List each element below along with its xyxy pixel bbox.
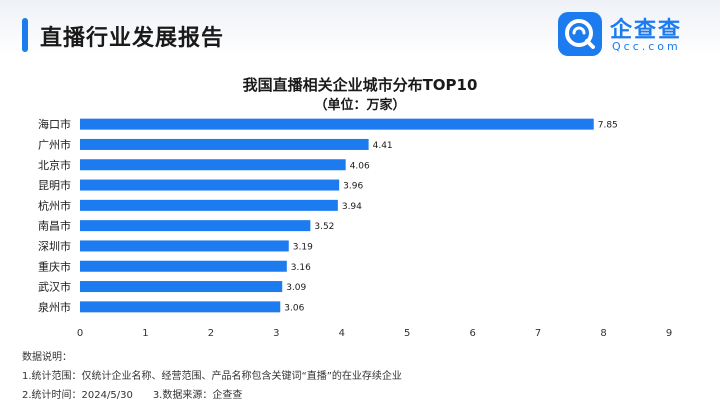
page-title: 直播行业发展报告 [40,26,225,51]
data-label: 3.19 [293,242,313,252]
data-label: 3.16 [291,263,311,273]
x-tick-label: 2 [208,328,214,339]
x-tick-label: 5 [404,328,410,339]
category-label: 昆明市 [38,178,71,192]
chart-title: 我国直播相关企业城市分布TOP10 [242,76,478,94]
data-label: 7.85 [598,121,618,131]
category-label: 泉州市 [38,300,71,314]
x-tick-label: 1 [142,328,148,339]
notes-line-2: 2.统计时间：2024/5/30 3.数据来源：企查查 [22,390,243,401]
bar [80,179,340,191]
data-label: 4.41 [373,141,393,151]
bar-chart: 海口市 7.85 广州市 4.41 北京市 4.06 昆明市 3.96 杭州市 3.94 南昌市 3.… [38,117,672,339]
bar [80,118,594,130]
category-label: 重庆市 [38,259,71,273]
category-label: 武汉市 [38,280,71,294]
category-label: 杭州市 [38,198,71,212]
category-label: 深圳市 [38,239,71,253]
bar [80,138,369,150]
bar [80,199,338,211]
category-label: 南昌市 [38,219,71,233]
x-tick-label: 7 [535,328,541,339]
bar [80,260,287,272]
notes-line-1: 1.统计范围：仅统计企业名称、经营范围、产品名称包含关键词“直播”的在业存续企业 [22,371,402,382]
bar [80,301,281,313]
data-label: 3.94 [342,202,362,212]
data-label: 3.52 [314,222,334,232]
x-tick-label: 3 [273,328,279,339]
x-tick-label: 9 [666,328,672,339]
data-notes: 数据说明： 1.统计范围：仅统计企业名称、经营范围、产品名称包含关键词“直播”的… [22,348,402,405]
data-label: 3.09 [286,283,306,293]
bar [80,220,311,232]
chart-subtitle: （单位：万家） [314,98,406,113]
qcc-logo: 企查查 Qcc.com [558,12,708,60]
category-label: 广州市 [38,137,71,151]
data-label: 4.06 [350,161,370,171]
category-label: 北京市 [38,158,71,172]
x-tick-label: 6 [469,328,475,339]
notes-heading: 数据说明： [22,352,72,363]
bar [80,281,283,293]
category-label: 海口市 [38,117,71,131]
x-tick-label: 0 [77,328,83,339]
logo-text-en: Qcc.com [612,40,681,53]
data-label: 3.06 [284,303,304,313]
header-accent-bar [22,18,28,52]
bar [80,240,289,252]
logo-text-cn: 企查查 [610,18,683,43]
bar [80,159,346,171]
qcc-logo-icon [558,12,602,56]
x-tick-label: 4 [339,328,345,339]
x-tick-label: 8 [600,328,606,339]
data-label: 3.96 [343,182,363,192]
